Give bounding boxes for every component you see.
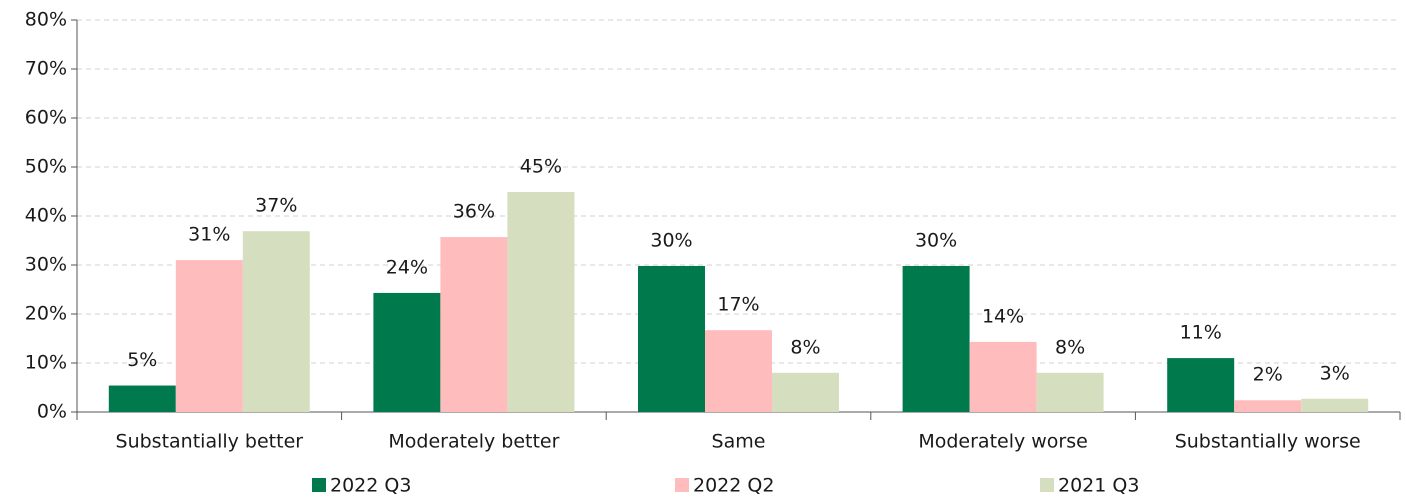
- y-tick-label: 10%: [25, 352, 67, 374]
- value-label: 30%: [915, 229, 957, 251]
- x-tick-label: Moderately worse: [918, 431, 1088, 453]
- y-tick-label: 60%: [25, 107, 67, 129]
- bar: [440, 237, 508, 412]
- value-label: 2%: [1253, 364, 1283, 386]
- value-label: 31%: [188, 224, 230, 246]
- value-label: 14%: [982, 305, 1024, 327]
- bar: [969, 341, 1037, 412]
- value-label: 17%: [717, 294, 759, 316]
- y-tick-label: 20%: [25, 303, 67, 325]
- x-tick-label: Substantially worse: [1175, 431, 1361, 453]
- y-tick-label: 30%: [25, 254, 67, 276]
- legend-label: 2022 Q3: [330, 475, 411, 497]
- bar: [705, 330, 772, 412]
- y-tick-label: 40%: [25, 205, 67, 227]
- bar: [772, 372, 839, 412]
- bar: [242, 231, 310, 412]
- y-tick-label: 0%: [37, 401, 67, 423]
- bar: [1234, 400, 1302, 412]
- bar: [902, 265, 970, 412]
- value-label: 37%: [255, 195, 297, 217]
- bar: [1036, 372, 1104, 412]
- value-label: 8%: [1055, 336, 1085, 358]
- x-tick-label: Substantially better: [116, 431, 304, 453]
- value-label: 5%: [127, 349, 157, 371]
- x-tick-label: Same: [712, 431, 766, 453]
- value-label: 3%: [1320, 362, 1350, 384]
- legend-swatch: [1040, 478, 1054, 492]
- bar: [175, 260, 243, 412]
- legend-swatch: [312, 478, 326, 492]
- value-label: 45%: [520, 155, 562, 177]
- y-tick-label: 80%: [25, 9, 67, 31]
- legend-swatch: [675, 478, 689, 492]
- value-label: 11%: [1180, 322, 1222, 344]
- bar: [1167, 358, 1235, 412]
- y-tick-label: 70%: [25, 58, 67, 80]
- x-tick-label: Moderately better: [388, 431, 559, 453]
- bar: [373, 292, 441, 412]
- value-label: 30%: [650, 229, 692, 251]
- bar: [507, 191, 575, 412]
- bar: [638, 265, 705, 412]
- bar: [108, 385, 176, 412]
- legend-label: 2021 Q3: [1058, 475, 1139, 497]
- y-tick-label: 50%: [25, 156, 67, 178]
- value-label: 36%: [453, 201, 495, 223]
- value-label: 24%: [386, 256, 428, 278]
- legend-label: 2022 Q2: [693, 475, 774, 497]
- bar: [1301, 398, 1369, 412]
- value-label: 8%: [790, 336, 820, 358]
